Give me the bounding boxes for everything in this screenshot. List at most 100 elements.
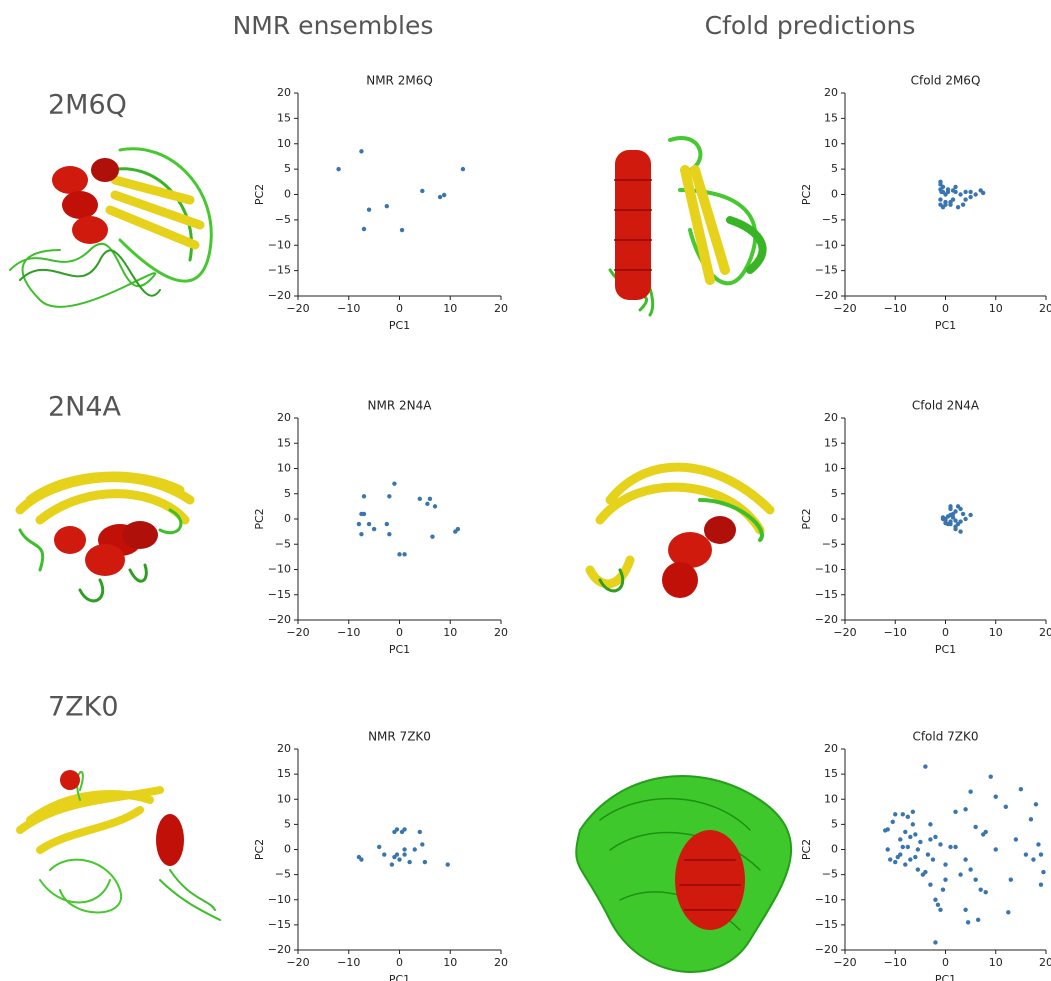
scatter-point [397, 552, 401, 556]
y-tick-label: 10 [277, 792, 291, 805]
scatter-point [418, 830, 422, 834]
scatter-point [989, 774, 993, 778]
scatter-point [896, 855, 900, 859]
y-tick-label: 15 [824, 436, 838, 449]
x-axis-label: PC1 [935, 643, 956, 656]
scatter-point [953, 518, 957, 522]
scatter-point [400, 228, 404, 232]
x-tick-label: −20 [833, 626, 856, 639]
x-tick-label: −20 [286, 626, 309, 639]
scatter-point [994, 795, 998, 799]
x-tick-label: −20 [833, 956, 856, 969]
x-tick-label: 0 [942, 626, 949, 639]
y-tick-label: 20 [824, 742, 838, 755]
y-tick-label: −10 [815, 893, 838, 906]
y-tick-label: −5 [822, 213, 838, 226]
y-tick-label: 20 [277, 86, 291, 99]
scatter-point [931, 857, 935, 861]
scatter-point [387, 532, 391, 536]
scatter-point [362, 494, 366, 498]
chart-title: NMR 2M6Q [366, 74, 433, 88]
scatter-point [948, 200, 952, 204]
scatter-point [943, 862, 947, 866]
scatter-point [898, 837, 902, 841]
row-label: 2M6Q [48, 90, 127, 121]
scatter-point [359, 857, 363, 861]
scatter-point [926, 852, 930, 856]
scatter-point [1006, 910, 1010, 914]
scatter-point [385, 204, 389, 208]
scatter-point [359, 149, 363, 153]
scatter-point [891, 820, 895, 824]
y-tick-label: 15 [824, 111, 838, 124]
scatter-point [385, 522, 389, 526]
y-tick-label: 10 [824, 462, 838, 475]
scatter-point [442, 193, 446, 197]
scatter-point [976, 918, 980, 922]
scatter-point [968, 195, 972, 199]
scatter-point [903, 862, 907, 866]
y-tick-label: −5 [275, 868, 291, 881]
x-tick-label: 0 [396, 956, 403, 969]
scatter-point [923, 764, 927, 768]
y-tick-label: 10 [277, 137, 291, 150]
scatter-point [446, 862, 450, 866]
scatter-point [928, 882, 932, 886]
y-tick-label: 5 [284, 162, 291, 175]
row-label: 7ZK0 [48, 692, 119, 723]
y-tick-label: 15 [824, 767, 838, 780]
y-tick-label: −5 [822, 537, 838, 550]
x-tick-label: −10 [884, 956, 907, 969]
scatter-point [397, 857, 401, 861]
y-tick-label: −15 [815, 918, 838, 931]
y-tick-label: −15 [268, 264, 291, 277]
x-tick-label: −10 [884, 302, 907, 315]
scatter-point [461, 167, 465, 171]
y-tick-label: −10 [815, 563, 838, 576]
x-tick-label: 10 [443, 302, 457, 315]
y-tick-label: 15 [277, 767, 291, 780]
scatter-point [948, 513, 952, 517]
scatter-point [423, 860, 427, 864]
scatter-point [973, 825, 977, 829]
scatter-point [438, 195, 442, 199]
scatter-point [1041, 870, 1045, 874]
scatter-point [953, 845, 957, 849]
scatter-point [973, 877, 977, 881]
scatter-point [958, 529, 962, 533]
scatter-point [1004, 805, 1008, 809]
scatter-point [984, 830, 988, 834]
x-tick-label: 10 [989, 302, 1003, 315]
scatter-point [908, 857, 912, 861]
x-tick-label: −20 [286, 956, 309, 969]
x-tick-label: −20 [286, 302, 309, 315]
scatter-point [953, 185, 957, 189]
y-tick-label: 0 [831, 512, 838, 525]
scatter-chart: Cfold 2N4APC1PC2−20−1001020−20−15−10−505… [800, 399, 1051, 657]
x-tick-label: 20 [494, 956, 508, 969]
scatter-point [951, 188, 955, 192]
scatter-point [968, 790, 972, 794]
y-tick-label: −15 [268, 588, 291, 601]
y-tick-label: 5 [284, 817, 291, 830]
chart-title: NMR 7ZK0 [368, 730, 431, 744]
scatter-point [938, 842, 942, 846]
scatter-point [963, 807, 967, 811]
scatter-point [913, 855, 917, 859]
scatter-point [1009, 877, 1013, 881]
scatter-point [966, 920, 970, 924]
scatter-point [911, 810, 915, 814]
scatter-point [387, 494, 391, 498]
y-tick-label: 20 [824, 86, 838, 99]
scatter-point [968, 867, 972, 871]
scatter-point [402, 847, 406, 851]
scatter-point [903, 830, 907, 834]
scatter-point [953, 527, 957, 531]
scatter-point [936, 903, 940, 907]
y-tick-label: 15 [277, 436, 291, 449]
y-tick-label: 0 [284, 843, 291, 856]
scatter-point [906, 845, 910, 849]
scatter-point [362, 227, 366, 231]
